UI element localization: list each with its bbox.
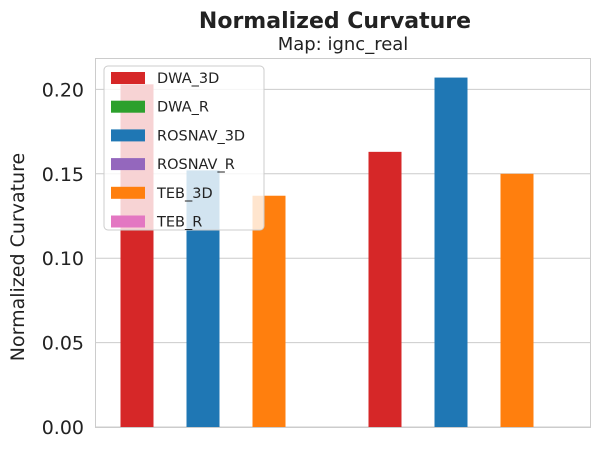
y-axis-label: Normalized Curvature (7, 153, 29, 361)
y-tick-labels: 0.00 0.05 0.10 0.15 0.20 (42, 79, 84, 439)
legend-label: TEB_R (156, 215, 202, 231)
legend-swatch (111, 186, 145, 199)
legend-label: DWA_R (157, 100, 209, 116)
legend-label: TEB_3D (156, 186, 213, 202)
legend-label: ROSNAV_3D (157, 128, 245, 144)
y-tick-label: 0.20 (42, 79, 84, 101)
legend: DWA_3D DWA_R ROSNAV_3D ROSNAV_R TEB_3D TEB_R (103, 65, 265, 231)
y-tick-label: 0.15 (42, 164, 84, 186)
plot-frame (95, 58, 591, 428)
legend-swatch (111, 215, 145, 228)
legend-swatch (111, 100, 145, 113)
y-tick-label: 0.00 (42, 417, 84, 439)
chart-title: Normalized Curvature (199, 9, 471, 34)
bar-teb-3d (252, 195, 286, 427)
legend-label: ROSNAV_R (157, 157, 235, 173)
legend-swatch (111, 129, 145, 142)
bar-teb-3d (500, 173, 534, 427)
legend-swatch (111, 158, 145, 171)
bar-rosnav-3d (434, 77, 468, 427)
legend-swatch (111, 72, 145, 84)
y-tick-label: 0.05 (42, 333, 84, 355)
bar-dwa-3d (368, 151, 402, 427)
legend-label: DWA_3D (157, 71, 219, 87)
chart-subtitle: Map: ignc_real (278, 34, 409, 55)
y-tick-label: 0.10 (42, 248, 84, 270)
legend-box (103, 65, 265, 231)
